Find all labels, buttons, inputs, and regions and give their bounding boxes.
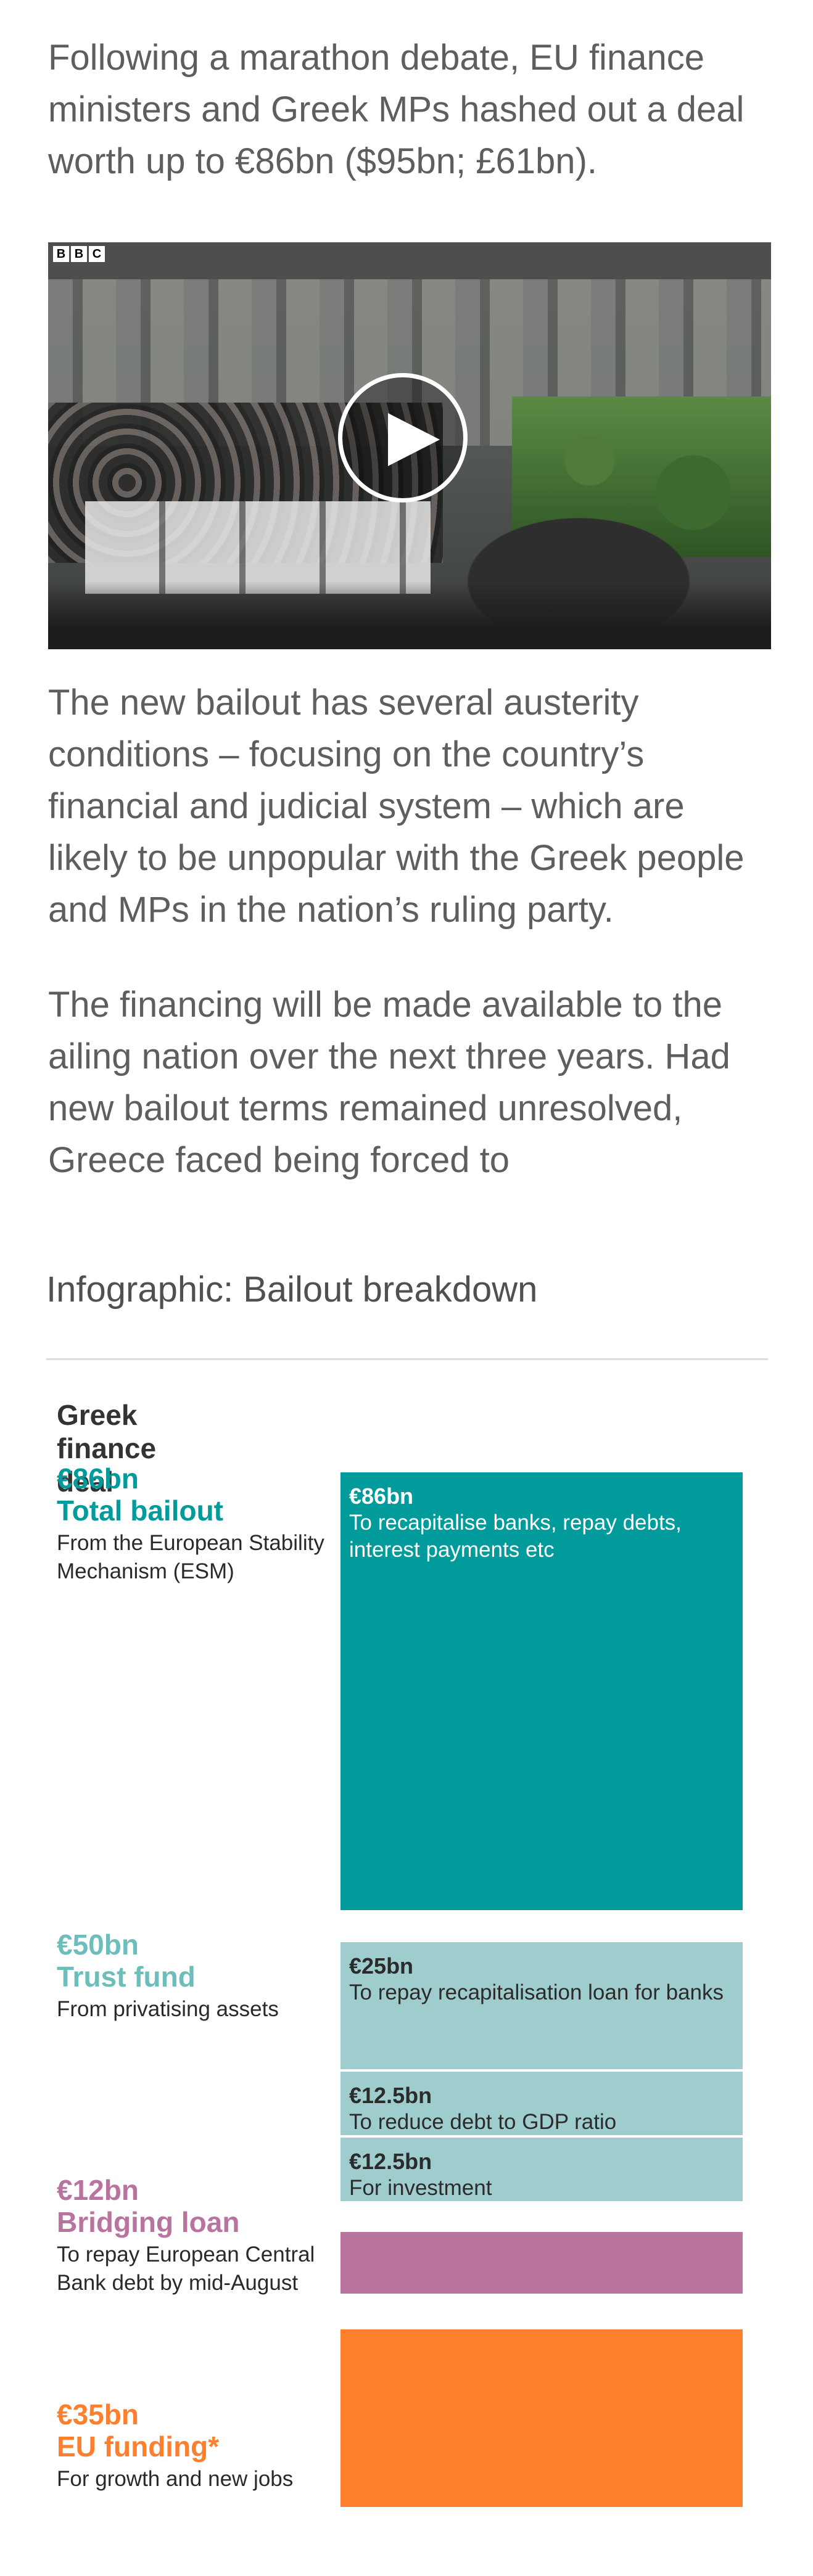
- article-paragraph: The new bailout has several austerity co…: [48, 683, 745, 930]
- logo-letter: C: [89, 246, 105, 262]
- divider: [46, 1358, 768, 1360]
- group-description: For growth and new jobs: [57, 2467, 294, 2491]
- block-amount: €12.5bn: [349, 2149, 432, 2174]
- total-bailout-label: €86bn Total bailout From the European St…: [57, 1462, 334, 1586]
- block-bridging-loan: [340, 2232, 743, 2294]
- block-description: For investment: [349, 2176, 492, 2200]
- block-investment: €12.5bn For investment: [340, 2138, 743, 2201]
- play-icon: [388, 413, 440, 466]
- block-total-bailout: €86bn To recapitalise banks, repay debts…: [340, 1472, 743, 1910]
- block-amount: €86bn: [349, 1483, 414, 1509]
- group-description: To repay European Central Bank debt by m…: [57, 2242, 315, 2295]
- eu-funding-label: €35bn EU funding* For growth and new job…: [57, 2398, 334, 2493]
- group-description: From the European Stability Mechanism (E…: [57, 1531, 324, 1583]
- block-description: To repay recapitalisation loan for banks: [349, 1980, 724, 2004]
- bridging-loan-label: €12bn Bridging loan To repay European Ce…: [57, 2174, 334, 2297]
- block-description: To reduce debt to GDP ratio: [349, 2110, 617, 2134]
- infographic-heading: Infographic: Bailout breakdown: [46, 1270, 538, 1310]
- group-name: EU funding*: [57, 2430, 220, 2463]
- video-player[interactable]: B B C: [48, 242, 771, 649]
- block-description: To recapitalise banks, repay debts, inte…: [349, 1511, 682, 1562]
- play-button[interactable]: [338, 373, 468, 502]
- logo-letter: B: [71, 246, 87, 262]
- trust-fund-label: €50bn Trust fund From privatising assets: [57, 1929, 334, 2024]
- article-intro: Following a marathon debate, EU finance …: [48, 38, 745, 181]
- block-debt-to-gdp: €12.5bn To reduce debt to GDP ratio: [340, 2072, 743, 2135]
- block-amount: €25bn: [349, 1953, 414, 1979]
- logo-letter: B: [53, 246, 69, 262]
- infographic-title: Greek finance deal: [57, 1399, 157, 1498]
- group-amount: €12bn: [57, 2174, 139, 2206]
- video-frame-foreground: [48, 581, 771, 649]
- group-description: From privatising assets: [57, 1997, 279, 2021]
- block-repay-recap-loan: €25bn To repay recapitalisation loan for…: [340, 1942, 743, 2069]
- group-amount: €50bn: [57, 1929, 139, 1961]
- block-amount: €12.5bn: [349, 2083, 432, 2108]
- block-eu-funding: [340, 2329, 743, 2507]
- group-name: Bridging loan: [57, 2206, 240, 2238]
- group-name: Total bailout: [57, 1495, 224, 1527]
- group-amount: €86bn: [57, 1462, 139, 1495]
- bbc-logo: B B C: [53, 246, 105, 262]
- video-frame-barrier: [85, 501, 431, 594]
- video-frame-canopy: [48, 242, 771, 279]
- group-amount: €35bn: [57, 2398, 139, 2430]
- group-name: Trust fund: [57, 1961, 196, 1993]
- article-paragraph: The financing will be made available to …: [48, 985, 730, 1180]
